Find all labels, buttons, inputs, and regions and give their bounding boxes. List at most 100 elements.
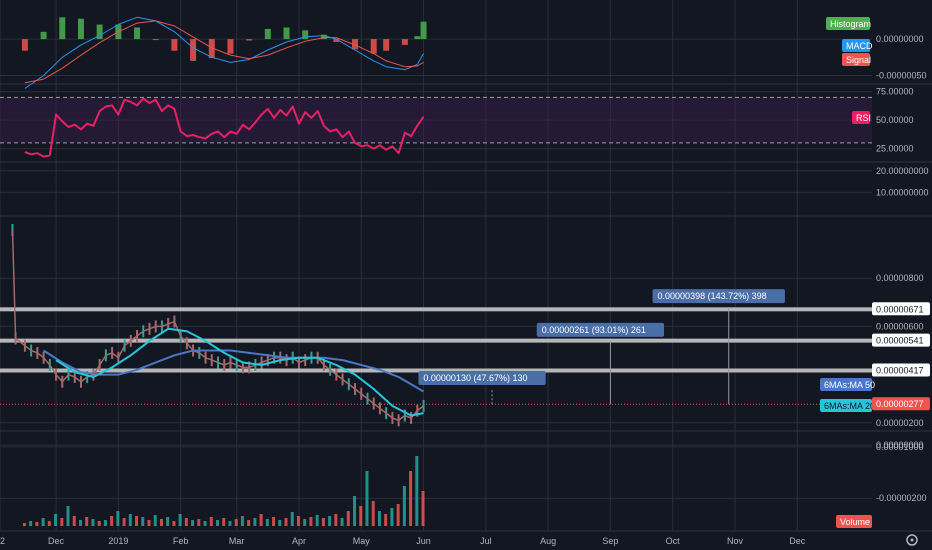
rsi-band [0, 97, 872, 143]
macd-histogram-bar [96, 24, 103, 40]
rsi-legend-text: RSI [856, 113, 871, 123]
macd-histogram-bar [227, 39, 234, 54]
volume-bar [85, 517, 89, 526]
volume-bar [334, 514, 338, 526]
measure-label-1[interactable]: 0.00000261 (93.01%) 261 [536, 322, 665, 337]
macd-histogram-bar [302, 30, 309, 40]
time-axis-label-13: Dec [789, 536, 806, 546]
signal-legend[interactable]: Signal [842, 53, 871, 66]
volume-bar [234, 519, 238, 526]
ma50-legend-bg [820, 378, 872, 391]
level-line-0 [0, 307, 872, 312]
level-label-0[interactable]: 0.00000671 [872, 302, 930, 316]
price-axis[interactable]: 0.00000000 -0.00000050 75.00000 50.00000 25.… [872, 34, 930, 503]
volume-bar [72, 516, 76, 526]
volume-bar [147, 520, 151, 526]
volume-bar [41, 518, 45, 526]
macd-axis-label-1: -0.00000050 [876, 70, 927, 80]
macd-histogram-bar [171, 39, 178, 51]
volume-bar [47, 521, 51, 526]
macd-line [24, 16, 424, 89]
measure-label-text-0: 0.00000130 (47.67%) 130 [423, 373, 527, 383]
macd-histogram-bar [420, 21, 427, 40]
level-label-1-bg [872, 333, 930, 347]
price-line [11, 229, 424, 422]
time-axis-label-8: Jul [480, 536, 492, 546]
rsi-axis-label-2: 25.00000 [876, 144, 914, 154]
level-label-1[interactable]: 0.00000541 [872, 333, 930, 347]
settings-gear-icon[interactable] [906, 534, 918, 546]
macd-histogram-bar [401, 39, 408, 45]
volume-panel[interactable]: Volume [22, 456, 872, 528]
macd-histogram-bar [352, 39, 359, 50]
volume-bar [315, 515, 319, 526]
volume-bar [135, 516, 139, 526]
volume-bar [209, 517, 213, 526]
rsi-panel[interactable]: RSI [0, 96, 872, 158]
volume-bar [54, 514, 58, 526]
volume-legend[interactable]: Volume [836, 515, 872, 528]
volume-bar [60, 518, 64, 526]
rsi-axis-label-1: 50.00000 [876, 115, 914, 125]
level-label-2-bg [872, 363, 930, 377]
rsi-line [24, 97, 425, 158]
ma20-legend[interactable]: 6MAs:MA 20 [820, 399, 875, 412]
volume-bar [290, 512, 294, 526]
volume-bar [328, 516, 332, 526]
time-axis-label-12: Nov [727, 536, 744, 546]
ma50-legend-text: 6MAs:MA 50 [824, 380, 875, 390]
ma20-line [55, 327, 424, 417]
last-price-label[interactable]: 0.00000277 [872, 397, 930, 411]
macd-histogram-bar [40, 31, 47, 40]
volume-bar [421, 491, 425, 526]
level-label-2[interactable]: 0.00000417 [872, 363, 930, 377]
macd-histogram-bar [414, 36, 421, 40]
time-axis[interactable]: 2 Dec 2019 Feb Mar Apr May Jun Jul Aug Sep Oct Nov De… [0, 530, 932, 546]
price-panel[interactable]: 0.00000130 (47.67%) 130 0.00000261 (93.01… [0, 224, 875, 427]
level-label-2-text: 0.00000417 [876, 365, 924, 375]
volume-bar [97, 521, 101, 526]
volume-bar [272, 517, 276, 526]
volume-bar [178, 514, 182, 526]
time-axis-label-4: Mar [229, 536, 245, 546]
histogram-legend[interactable]: Histogram [826, 17, 871, 30]
macd-axis-label-0: 0.00000000 [876, 34, 924, 44]
strip-axis-label-1: 10.00000000 [876, 187, 929, 197]
volume-bar [371, 501, 375, 526]
macd-histogram-bar [152, 39, 159, 41]
volume-axis-label-0: 0.00000000 [876, 440, 924, 450]
volume-bar [359, 506, 363, 526]
volume-bar [265, 519, 269, 526]
time-axis-label-1: Dec [48, 536, 65, 546]
volume-bar [203, 521, 207, 526]
volume-bar [35, 522, 39, 526]
macd-panel[interactable]: Histogram MACD Signal [21, 16, 873, 89]
volume-bar [122, 518, 126, 526]
ma50-legend[interactable]: 6MAs:MA 50 [820, 378, 875, 391]
macd-histogram-bar [246, 39, 253, 41]
volume-bar [216, 520, 219, 526]
measure-label-0[interactable]: 0.00000130 (47.67%) 130 [418, 371, 546, 386]
macd-histogram-bar [264, 28, 271, 40]
volume-bar [197, 519, 201, 526]
volume-bar [353, 496, 357, 526]
measure-label-text-2: 0.00000398 (143.72%) 398 [658, 291, 767, 301]
volume-bar [91, 519, 95, 526]
volume-bar [384, 514, 388, 526]
ma50-line [43, 349, 425, 393]
measure-label-2[interactable]: 0.00000398 (143.72%) 398 [652, 289, 785, 304]
volume-bar [116, 511, 120, 526]
volume-bar [128, 514, 132, 526]
volume-bar [191, 520, 195, 526]
histogram-legend-bg [826, 17, 870, 30]
volume-bar [66, 506, 70, 526]
volume-bar [172, 521, 176, 526]
macd-histogram-bar [370, 39, 377, 54]
measure-label-bg-2 [652, 289, 785, 304]
rsi-legend[interactable]: RSI [852, 111, 871, 124]
time-axis-label-6: May [353, 536, 371, 546]
macd-histogram-bar [134, 27, 141, 40]
volume-bar [184, 518, 188, 526]
macd-legend[interactable]: MACD [842, 39, 873, 52]
